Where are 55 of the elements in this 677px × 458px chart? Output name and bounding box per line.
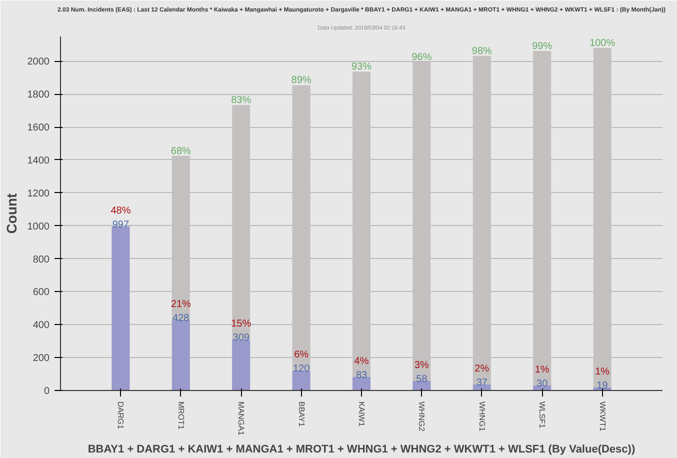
x-tick-label: MROT1	[176, 402, 186, 430]
x-tick-label: MANGA1	[236, 402, 246, 436]
annotation: 2%	[474, 363, 490, 374]
bar	[352, 376, 371, 390]
annotation: 99%	[532, 40, 552, 52]
data-label: 83	[356, 370, 368, 381]
bar	[232, 104, 250, 340]
x-tick-label: KAIW1	[357, 402, 366, 427]
x-tick-label: WHNG1	[477, 402, 486, 432]
data-label: 428	[172, 313, 190, 324]
annotation: 1%	[595, 366, 610, 378]
data-label: 19	[596, 380, 608, 392]
y-tick-label: 2000	[27, 56, 50, 68]
x-tick-label: DARG1	[116, 402, 126, 430]
y-tick-label: 1800	[27, 90, 50, 101]
annotation: 89%	[291, 75, 312, 86]
x-axis-title: BBAY1 + DARG1 + KAIW1 + MANGA1 + MROT1 + WHNG1 + WHNG2 + WKWT1 + WLSF1 (By Value(Desc))	[88, 443, 636, 456]
y-axis-title: Count	[3, 192, 20, 234]
data-label: 120	[292, 364, 310, 375]
annotation: 93%	[351, 62, 372, 73]
y-tick-label: 1200	[27, 188, 50, 200]
bar	[172, 320, 190, 390]
y-tick-label: 1000	[27, 221, 50, 232]
annotation: 96%	[412, 52, 432, 64]
annotation: 6%	[294, 350, 309, 361]
annotation: 4%	[354, 356, 369, 367]
x-tick-label: WLSF1	[538, 402, 547, 429]
annotation: 48%	[110, 205, 131, 216]
data-label: 37	[476, 377, 488, 388]
annotation: 100%	[590, 38, 616, 49]
annotation: 21%	[170, 299, 192, 310]
annotation: 83%	[231, 94, 252, 106]
data-label: 997	[112, 219, 130, 230]
annotation: 68%	[170, 146, 192, 157]
annotation: 3%	[414, 360, 430, 371]
y-tick-label: 1600	[27, 122, 50, 134]
bar	[112, 226, 130, 390]
annotation: 98%	[472, 46, 492, 57]
data-label: 58	[416, 374, 428, 385]
bar	[172, 156, 190, 320]
annotation: 15%	[231, 318, 252, 330]
y-tick-label: 1400	[27, 155, 50, 166]
annotation: 1%	[534, 364, 550, 376]
y-tick-label: 0	[44, 386, 50, 397]
x-tick-label: BBAY1	[296, 402, 306, 428]
bar	[292, 370, 310, 390]
data-label: 30	[536, 378, 548, 390]
y-tick-label: 200	[32, 353, 50, 364]
y-tick-label: 600	[32, 287, 50, 298]
y-tick-label: 800	[32, 254, 50, 266]
x-tick-label: WKWT1	[598, 402, 607, 432]
x-tick-label: WHNG2	[417, 402, 426, 432]
data-label: 309	[232, 332, 250, 344]
bar	[232, 340, 250, 390]
y-tick-label: 400	[32, 320, 50, 332]
